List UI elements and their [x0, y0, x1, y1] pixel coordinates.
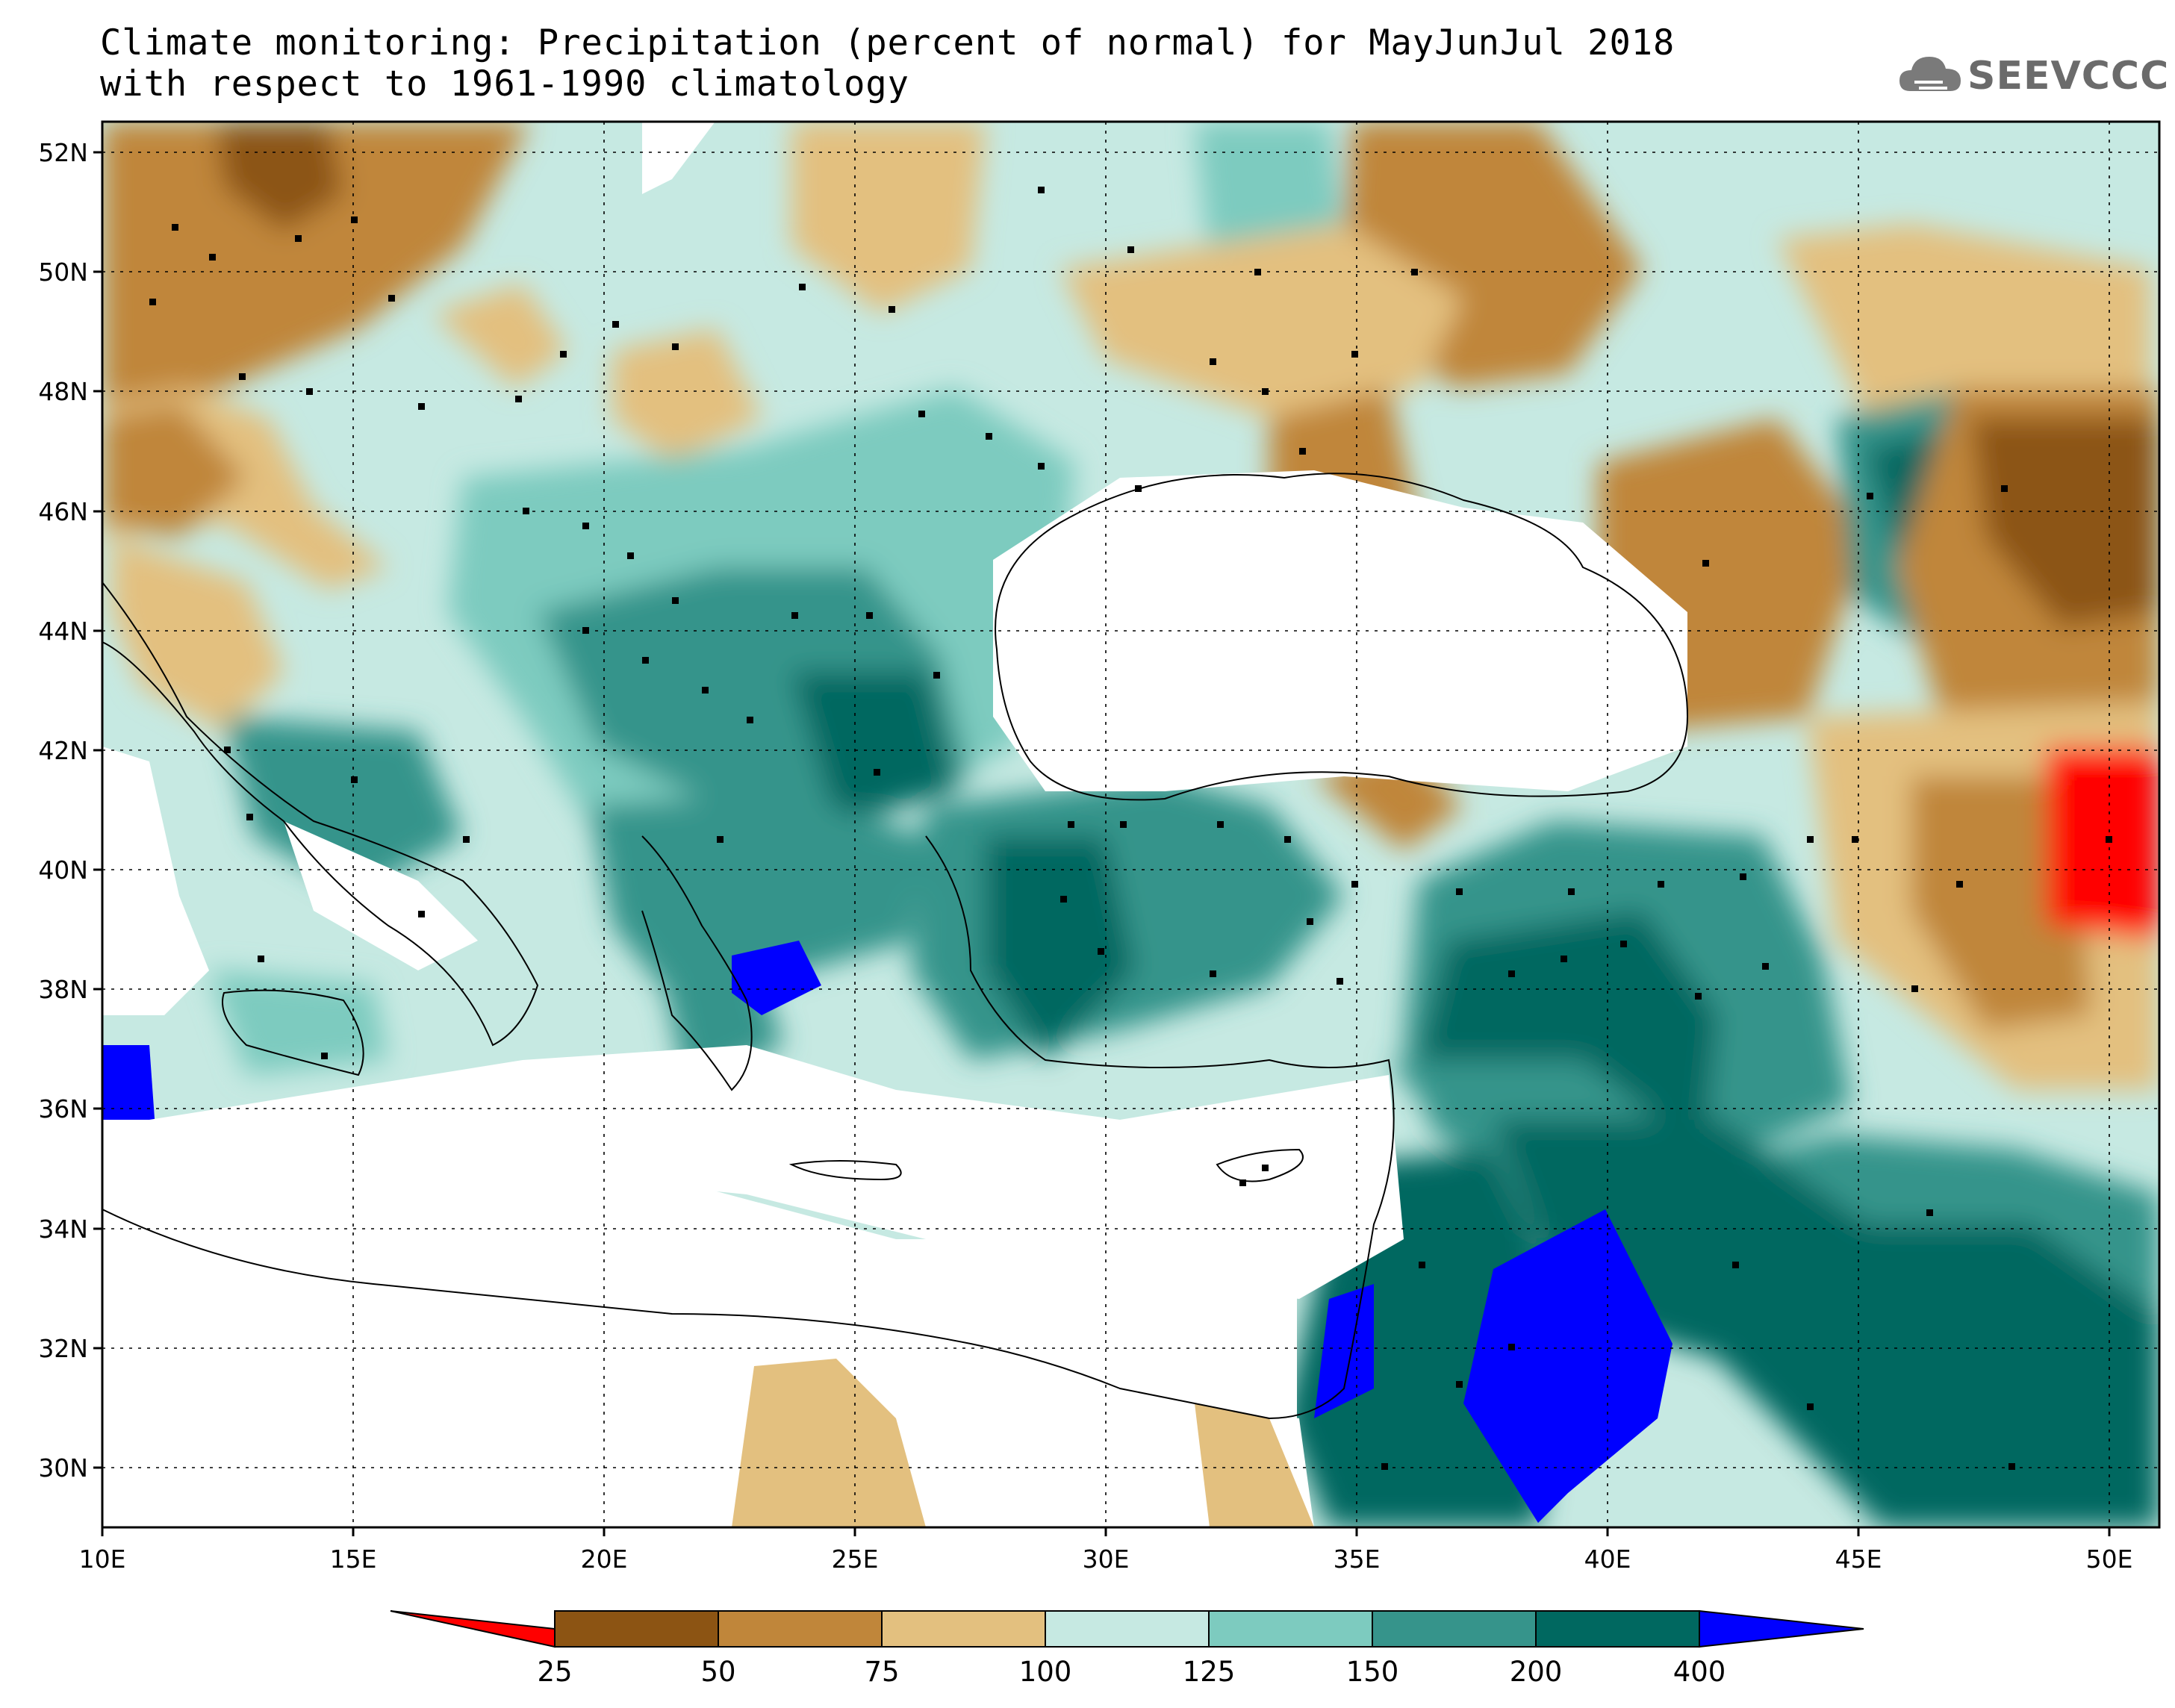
lon-tick: 20E [581, 1545, 628, 1574]
lat-tick: 34N [38, 1215, 88, 1244]
colorbar-swatch [881, 1610, 1046, 1648]
lon-tick: 35E [1334, 1545, 1381, 1574]
lat-tick: 30N [38, 1453, 88, 1483]
logo-text: SEEVCCC [1967, 54, 2170, 99]
coastlines [102, 473, 1689, 1420]
colorbar-swatch [1208, 1610, 1373, 1648]
colorbar-label: 200 [1510, 1656, 1563, 1688]
shaded-field [102, 122, 2159, 1527]
colorbar-arrow-high [1699, 1609, 1864, 1648]
lat-tick: 44N [38, 617, 88, 646]
colorbar-swatch [718, 1610, 883, 1648]
lat-tick: 46N [38, 497, 88, 526]
colorbar-label: 25 [537, 1656, 572, 1688]
cloud-icon [1899, 57, 1961, 91]
title-line-2: with respect to 1961-1990 climatology [100, 63, 909, 105]
lon-tick: 30E [1083, 1545, 1130, 1574]
colorbar-label: 150 [1346, 1656, 1399, 1688]
lon-tick: 25E [832, 1545, 879, 1574]
lat-tick: 36N [38, 1094, 88, 1123]
lat-tick: 40N [38, 855, 88, 885]
lon-tick: 15E [330, 1545, 377, 1574]
colorbar-label: 75 [864, 1656, 899, 1688]
lat-tick: 52N [38, 138, 88, 167]
lat-tick: 42N [38, 736, 88, 765]
colorbar-label: 50 [700, 1656, 735, 1688]
colorbar-swatch [1535, 1610, 1700, 1648]
graticule [102, 122, 2159, 1527]
lat-tick: 32N [38, 1334, 88, 1363]
lon-tick: 45E [1835, 1545, 1882, 1574]
map-title: Climate monitoring: Precipitation (perce… [100, 22, 1675, 105]
lat-tick: 38N [38, 975, 88, 1004]
title-line-1: Climate monitoring: Precipitation (perce… [100, 22, 1675, 63]
colorbar-arrow-low [390, 1610, 556, 1648]
colorbar-label: 125 [1183, 1656, 1236, 1688]
map-frame [101, 120, 2161, 1529]
axis-ticks [93, 151, 2111, 1536]
colorbar-label: 400 [1673, 1656, 1726, 1688]
colorbar-swatch [1372, 1610, 1537, 1648]
colorbar-swatch [1045, 1610, 1210, 1648]
lon-tick-labels: 10E 15E 20E 25E 30E 35E 40E 45E 50E [79, 1545, 2133, 1574]
lon-tick: 40E [1584, 1545, 1631, 1574]
lon-tick: 50E [2086, 1545, 2133, 1574]
lat-tick: 48N [38, 377, 88, 406]
lat-tick-labels: 30N 32N 34N 36N 38N 40N 42N 44N 46N 48N … [38, 138, 88, 1483]
colorbar-label: 100 [1019, 1656, 1072, 1688]
colorbar-swatch [554, 1610, 719, 1648]
station-markers [149, 187, 2112, 1470]
lat-tick: 50N [38, 258, 88, 287]
colorbar-legend: 25 50 75 100 125 150 200 400 [390, 1609, 1864, 1688]
lon-tick: 10E [79, 1545, 126, 1574]
seevccc-logo: SEEVCCC [1896, 46, 2168, 113]
